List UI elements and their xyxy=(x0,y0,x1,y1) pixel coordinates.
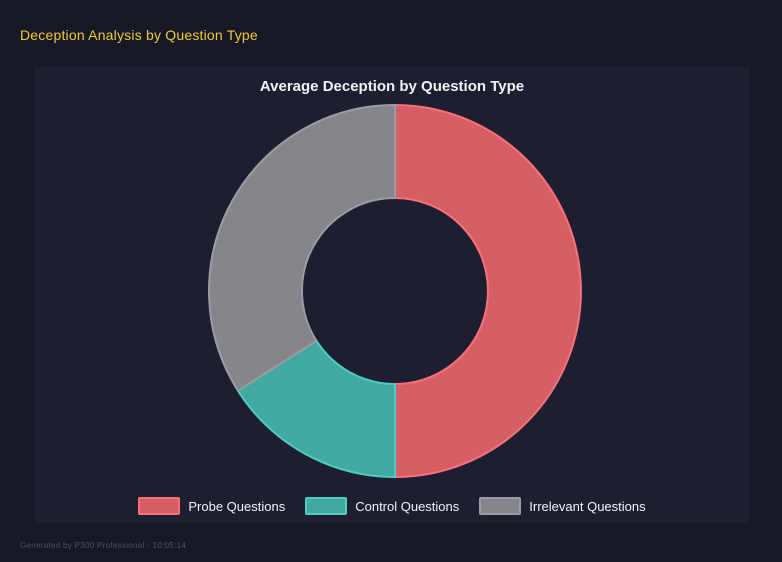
donut-segment-probe-questions[interactable] xyxy=(394,104,582,478)
legend-label: Control Questions xyxy=(355,498,460,514)
chart-legend: Probe Questions Control Questions Irreleva… xyxy=(35,497,749,515)
chart-title: Average Deception by Question Type xyxy=(259,78,525,95)
page-title: Deception Analysis by Question Type xyxy=(20,27,258,43)
legend-swatch xyxy=(305,497,348,515)
legend-label: Probe Questions xyxy=(188,498,286,514)
donut-segment-irrelevant-questions[interactable] xyxy=(208,104,396,392)
legend-item-control-questions[interactable]: Control Questions xyxy=(305,497,459,515)
donut-segment-control-questions[interactable] xyxy=(236,339,396,478)
legend-item-irrelevant-questions[interactable]: Irrelevant Questions xyxy=(479,497,646,515)
legend-swatch xyxy=(479,497,522,515)
chart-panel: Average Deception by Question Type Probe… xyxy=(35,67,749,523)
footer-status: Generated by P300 Professional - 10:05:1… xyxy=(20,541,187,550)
legend-label: Irrelevant Questions xyxy=(529,498,646,514)
legend-swatch xyxy=(138,497,181,515)
donut-chart xyxy=(208,104,582,478)
legend-item-probe-questions[interactable]: Probe Questions xyxy=(138,497,285,515)
